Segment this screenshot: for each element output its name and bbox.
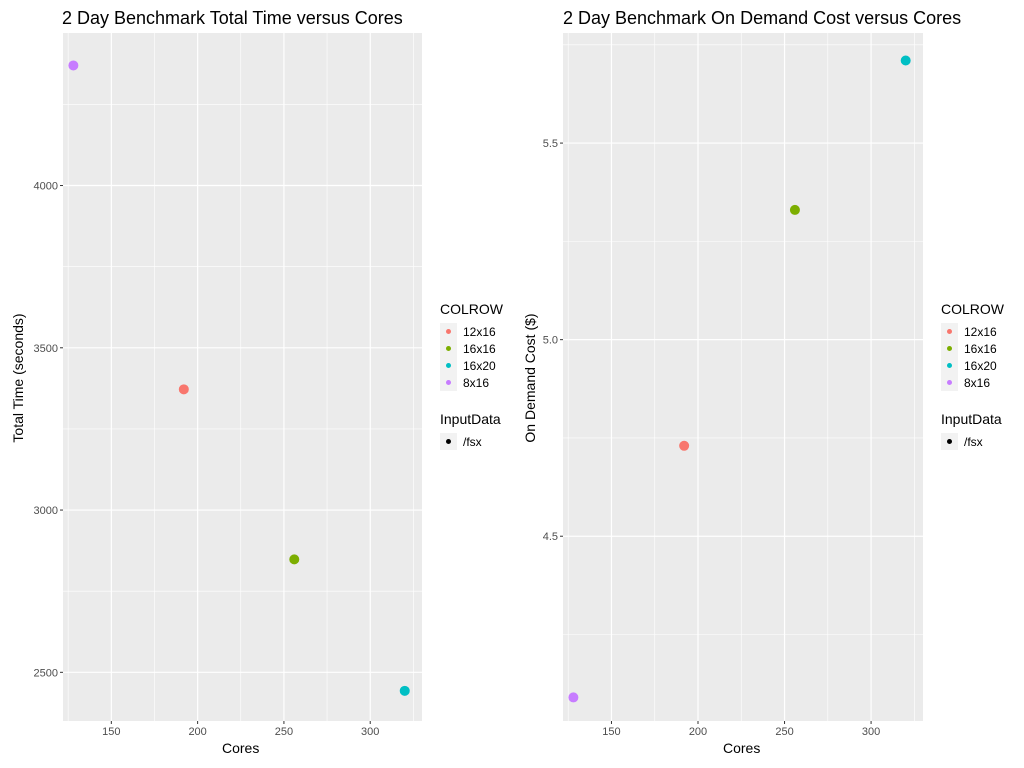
data-point-8x16 (68, 60, 79, 71)
chart1-title: 2 Day Benchmark Total Time versus Cores (62, 8, 403, 28)
chart1-legend-item-fsx: /fsx (440, 433, 503, 450)
legend-dot-icon (446, 346, 451, 351)
data-point-16x20 (900, 55, 911, 66)
chart1-legend: COLROW 12x16 16x16 16x20 8x16 InputData … (440, 301, 503, 470)
chart1-legend-color-title: COLROW (440, 301, 503, 317)
chart2-legend-item-12x16: 12x16 (941, 323, 1004, 340)
data-point-16x20 (399, 685, 410, 696)
data-point-8x16 (568, 692, 579, 703)
y-tick-label: 2500 (34, 667, 58, 679)
legend-dot-icon (947, 439, 952, 444)
x-tick-label: 150 (602, 726, 620, 738)
legend-dot-icon (446, 329, 451, 334)
chart1-legend-item-12x16: 12x16 (440, 323, 503, 340)
y-tick-label: 3500 (34, 343, 58, 355)
chart1-legend-item-8x16: 8x16 (440, 374, 503, 391)
chart2-legend-color-title: COLROW (941, 301, 1004, 317)
legend-dot-icon (446, 363, 451, 368)
chart2-legend-item-16x20: 16x20 (941, 357, 1004, 374)
chart2-title: 2 Day Benchmark On Demand Cost versus Co… (563, 8, 962, 28)
x-tick-label: 150 (102, 726, 120, 738)
chart2-legend-shape-title: InputData (941, 411, 1002, 427)
y-tick-label: 5.5 (543, 138, 558, 150)
chart1-legend-item-16x20: 16x20 (440, 357, 503, 374)
legend-dot-icon (446, 380, 451, 385)
legend-dot-icon (947, 329, 952, 334)
chart2-legend: COLROW 12x16 16x16 16x20 8x16 InputData … (941, 301, 1004, 470)
data-point-12x16 (178, 384, 189, 395)
chart2-legend-item-8x16: 8x16 (941, 374, 1004, 391)
x-tick-label: 250 (775, 726, 793, 738)
chart1-legend-shape-title: InputData (440, 411, 501, 427)
chart1-legend-item-16x16: 16x16 (440, 340, 503, 357)
chart2-x-axis-title: Cores (723, 740, 761, 756)
chart2-legend-item-fsx: /fsx (941, 433, 1004, 450)
y-tick-label: 3000 (34, 505, 58, 517)
chart2-plot: 150 200 250 300 4.5 5.0 5.5 (543, 33, 923, 738)
y-tick-label: 4.5 (543, 531, 558, 543)
x-tick-label: 250 (275, 726, 293, 738)
legend-dot-icon (446, 439, 451, 444)
x-tick-label: 200 (188, 726, 206, 738)
data-point-16x16 (789, 204, 800, 215)
x-tick-label: 200 (689, 726, 707, 738)
y-tick-label: 4000 (34, 181, 58, 193)
data-point-12x16 (679, 440, 690, 451)
chart1-panel (63, 33, 422, 721)
data-point-16x16 (289, 554, 300, 565)
x-tick-label: 300 (361, 726, 379, 738)
legend-dot-icon (947, 363, 952, 368)
chart2-panel (563, 33, 923, 721)
chart1-x-axis-title: Cores (222, 740, 260, 756)
chart2-legend-item-16x16: 16x16 (941, 340, 1004, 357)
legend-dot-icon (947, 380, 952, 385)
y-tick-label: 5.0 (543, 335, 558, 347)
x-tick-label: 300 (862, 726, 880, 738)
chart1-plot: 150 200 250 300 2500 3000 3500 4000 (34, 33, 422, 738)
legend-dot-icon (947, 346, 952, 351)
